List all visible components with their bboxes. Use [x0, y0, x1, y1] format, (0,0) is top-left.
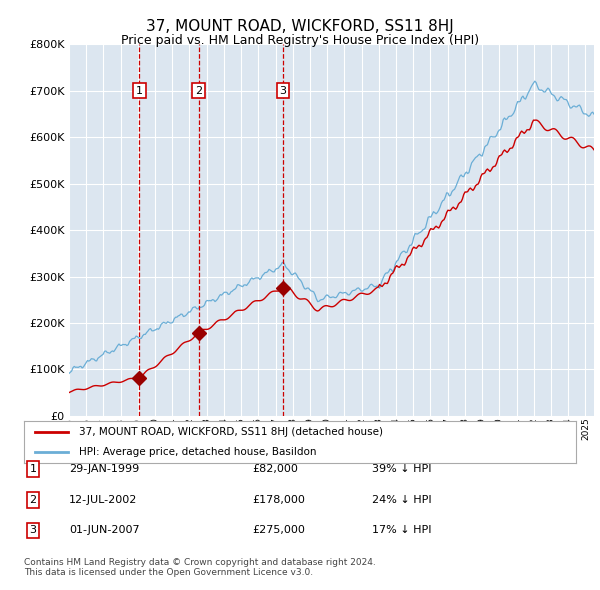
- Text: 17% ↓ HPI: 17% ↓ HPI: [372, 526, 431, 535]
- Text: 1: 1: [29, 464, 37, 474]
- Text: £82,000: £82,000: [252, 464, 298, 474]
- Text: 39% ↓ HPI: 39% ↓ HPI: [372, 464, 431, 474]
- Text: Price paid vs. HM Land Registry's House Price Index (HPI): Price paid vs. HM Land Registry's House …: [121, 34, 479, 47]
- Text: 37, MOUNT ROAD, WICKFORD, SS11 8HJ (detached house): 37, MOUNT ROAD, WICKFORD, SS11 8HJ (deta…: [79, 427, 383, 437]
- Text: 3: 3: [29, 526, 37, 535]
- Text: 1: 1: [136, 86, 143, 96]
- Text: £275,000: £275,000: [252, 526, 305, 535]
- Text: 01-JUN-2007: 01-JUN-2007: [69, 526, 140, 535]
- Text: 3: 3: [279, 86, 286, 96]
- Text: 37, MOUNT ROAD, WICKFORD, SS11 8HJ: 37, MOUNT ROAD, WICKFORD, SS11 8HJ: [146, 19, 454, 34]
- Text: HPI: Average price, detached house, Basildon: HPI: Average price, detached house, Basi…: [79, 447, 317, 457]
- Text: 2: 2: [195, 86, 202, 96]
- Text: 24% ↓ HPI: 24% ↓ HPI: [372, 495, 431, 504]
- Text: Contains HM Land Registry data © Crown copyright and database right 2024.
This d: Contains HM Land Registry data © Crown c…: [24, 558, 376, 577]
- Text: 29-JAN-1999: 29-JAN-1999: [69, 464, 139, 474]
- Text: 2: 2: [29, 495, 37, 504]
- Text: 12-JUL-2002: 12-JUL-2002: [69, 495, 137, 504]
- Text: £178,000: £178,000: [252, 495, 305, 504]
